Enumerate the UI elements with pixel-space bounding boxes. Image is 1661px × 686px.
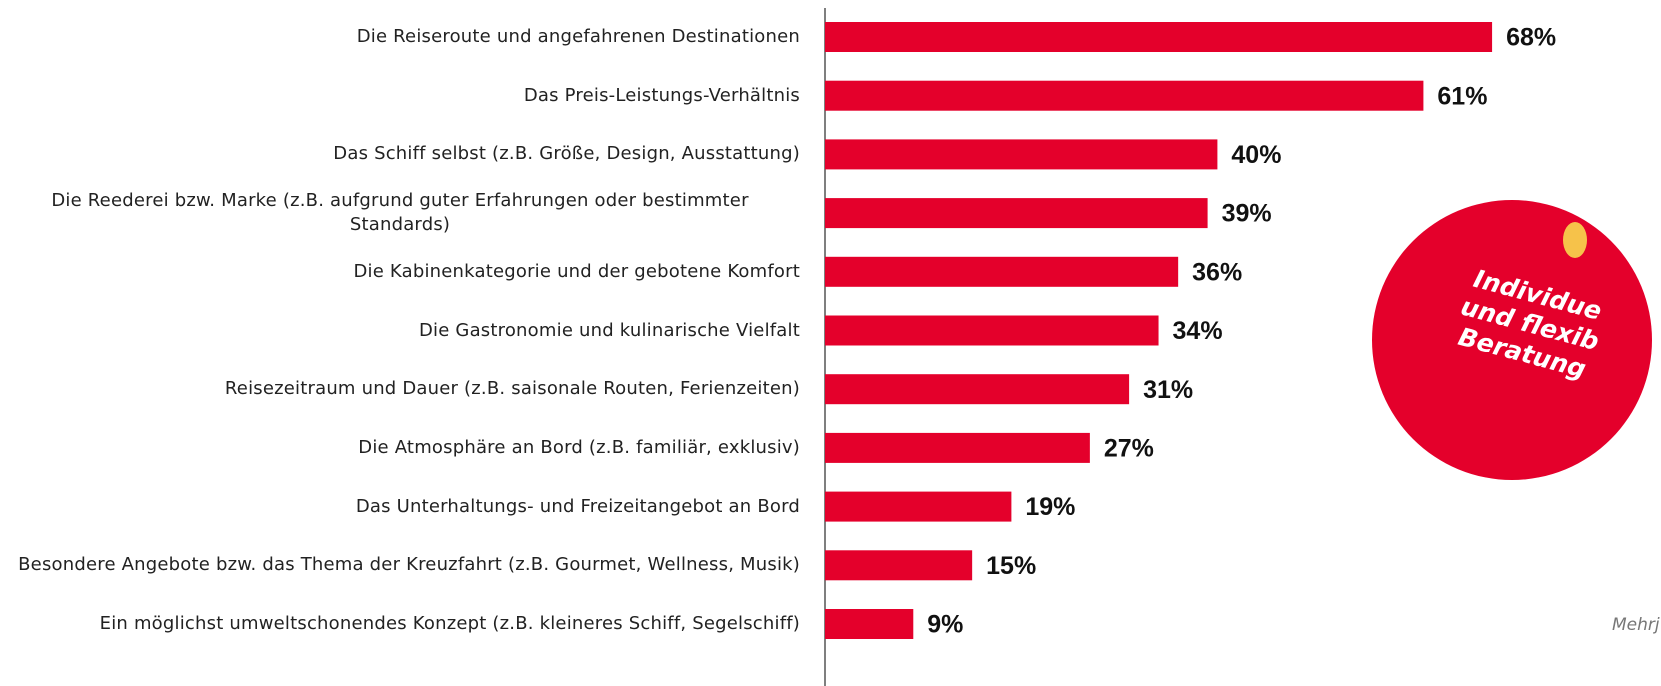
bar <box>825 609 914 639</box>
bar <box>825 315 1159 346</box>
category-text: Die Gastronomie und kulinarische Vielfal… <box>418 319 800 341</box>
value-label: 15% <box>986 552 1036 580</box>
bar <box>825 139 1218 170</box>
bar <box>825 256 1179 287</box>
bar <box>825 198 1208 229</box>
value-label: 36% <box>1192 258 1242 286</box>
bar <box>825 491 1012 522</box>
value-label: 27% <box>1104 435 1154 463</box>
bar <box>825 80 1424 111</box>
category-label: Die Gastronomie und kulinarische Vielfal… <box>0 319 800 343</box>
category-text: Ein möglichst umweltschonendes Konzept (… <box>99 613 800 634</box>
bulb-icon <box>1563 222 1587 258</box>
value-label: 40% <box>1231 141 1281 169</box>
category-text: Das Schiff selbst (z.B. Größe, Design, A… <box>333 143 800 165</box>
category-label: Besondere Angebote bzw. das Thema der Kr… <box>0 553 800 577</box>
category-label: Ein möglichst umweltschonendes Konzept (… <box>0 612 800 636</box>
category-text: Die Reederei bzw. Marke (z.B. aufgrund g… <box>51 190 749 236</box>
footnote: Mehrj <box>1612 615 1660 635</box>
bar <box>825 374 1130 405</box>
value-label: 31% <box>1143 376 1193 404</box>
category-text: Reisezeitraum und Dauer (z.B. saisonale … <box>224 378 800 400</box>
category-label: Die Atmosphäre an Bord (z.B. familiär, e… <box>0 436 800 460</box>
value-label: 34% <box>1173 317 1223 345</box>
bar <box>825 432 1090 463</box>
value-label: 19% <box>1025 493 1075 521</box>
category-label: Das Preis-Leistungs-Verhältnis <box>0 84 800 108</box>
category-text: Das Unterhaltungs- und Freizeitangebot a… <box>355 495 800 517</box>
value-label: 39% <box>1222 200 1272 228</box>
value-label: 68% <box>1506 24 1556 52</box>
bar <box>825 22 1493 52</box>
value-label: 9% <box>927 611 963 639</box>
category-label: Die Reederei bzw. Marke (z.B. aufgrund g… <box>0 189 800 237</box>
category-label: Die Kabinenkategorie und der gebotene Ko… <box>0 260 800 284</box>
category-label: Die Reiseroute und angefahrenen Destinat… <box>0 25 800 49</box>
bar <box>825 550 973 581</box>
value-label: 61% <box>1437 82 1487 110</box>
badge-circle <box>1372 200 1652 480</box>
category-text: Die Reiseroute und angefahrenen Destinat… <box>356 26 800 47</box>
category-text: Besondere Angebote bzw. das Thema der Kr… <box>18 554 800 576</box>
category-text: Die Kabinenkategorie und der gebotene Ko… <box>353 260 800 282</box>
category-label: Das Schiff selbst (z.B. Größe, Design, A… <box>0 142 800 166</box>
category-label: Reisezeitraum und Dauer (z.B. saisonale … <box>0 377 800 401</box>
category-text: Die Atmosphäre an Bord (z.B. familiär, e… <box>358 436 800 458</box>
category-text: Das Preis-Leistungs-Verhältnis <box>523 84 800 106</box>
category-label: Das Unterhaltungs- und Freizeitangebot a… <box>0 495 800 519</box>
